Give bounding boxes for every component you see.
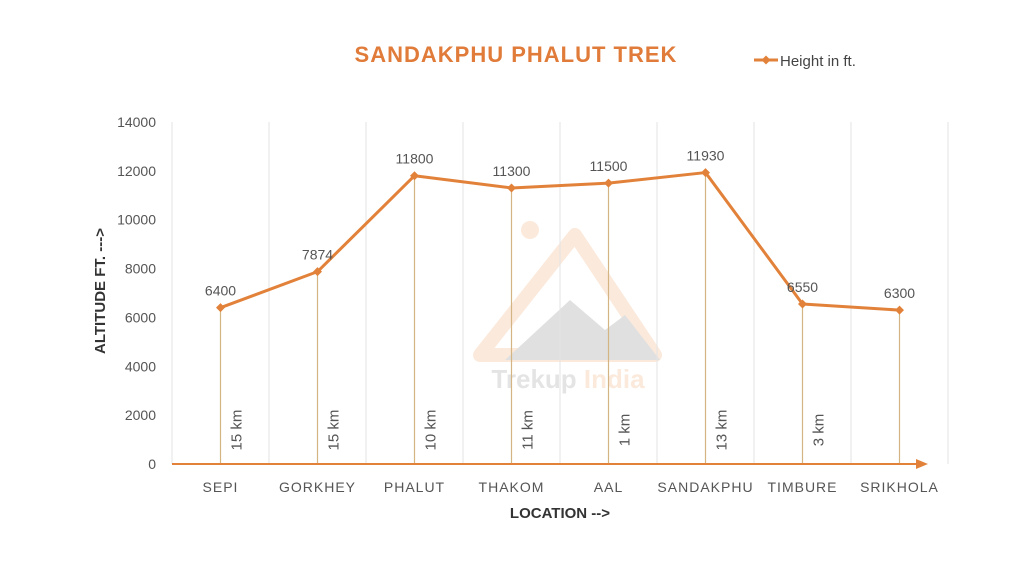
y-axis-title: ALTITUDE FT. --->	[92, 228, 109, 354]
y-tick-label-4: 8000	[125, 261, 156, 277]
x-category-label-6: TIMBURE	[768, 479, 838, 495]
y-tick-label-1: 2000	[125, 407, 156, 423]
data-label-0: 6400	[205, 283, 236, 299]
watermark-logo: Trekup India	[473, 221, 662, 394]
segment-distance-labels: 15 km 15 km 10 km 11 km 1 km 13 km 3 km	[229, 410, 828, 451]
x-axis-categories: SEPI GORKHEY PHALUT THAKOM AAL SANDAKPHU TIMBU…	[203, 479, 939, 495]
segment-distance-2: 10 km	[423, 410, 440, 451]
series-line	[219, 171, 900, 312]
x-category-label-2: PHALUT	[384, 479, 445, 495]
data-point-6	[798, 299, 807, 309]
data-point-7	[895, 305, 904, 315]
x-axis	[172, 459, 928, 469]
data-label-3: 11300	[493, 163, 531, 179]
x-category-label-7: SRIKHOLA	[860, 479, 939, 495]
x-axis-title: LOCATION -->	[510, 505, 610, 522]
x-category-label-0: SEPI	[203, 479, 239, 495]
segment-distance-6: 3 km	[811, 414, 828, 447]
data-label-5: 11930	[687, 148, 725, 164]
data-point-3	[507, 183, 516, 193]
x-category-label-5: SANDAKPHU	[657, 479, 753, 495]
y-tick-label-6: 12000	[117, 163, 156, 179]
data-point-4	[604, 178, 613, 188]
y-tick-label-5: 10000	[117, 212, 156, 228]
y-tick-label-0: 0	[148, 456, 156, 472]
data-label-1: 7874	[302, 247, 333, 263]
x-category-label-4: AAL	[594, 479, 623, 495]
data-point-2	[410, 171, 419, 181]
vertical-drop-lines	[219, 172, 901, 464]
legend: Height in ft.	[754, 53, 856, 70]
data-label-6: 6550	[787, 279, 818, 295]
svg-text:Trekup India: Trekup India	[491, 364, 645, 394]
x-category-label-1: GORKHEY	[279, 479, 356, 495]
chart-title: SANDAKPHU PHALUT TREK	[355, 42, 678, 67]
data-point-5	[701, 168, 710, 178]
data-labels: 6400 7874 11800 11300 11500 11930 6550 6300	[205, 148, 915, 302]
segment-distance-5: 13 km	[714, 410, 731, 451]
x-category-label-3: THAKOM	[479, 479, 545, 495]
data-point-0	[216, 303, 225, 313]
legend-label: Height in ft.	[780, 53, 856, 70]
data-label-4: 11500	[590, 158, 628, 174]
y-tick-label-3: 6000	[125, 309, 156, 325]
data-label-7: 6300	[884, 285, 915, 301]
data-point-1	[313, 267, 322, 277]
data-label-2: 11800	[396, 151, 434, 167]
y-tick-label-7: 14000	[117, 114, 156, 130]
segment-distance-3: 11 km	[520, 410, 537, 450]
gridlines	[171, 122, 949, 464]
segment-distance-1: 15 km	[326, 410, 343, 451]
segment-distance-0: 15 km	[229, 410, 246, 451]
series-height	[216, 168, 904, 315]
legend-marker	[761, 55, 771, 65]
segment-distance-4: 1 km	[617, 414, 634, 447]
y-axis-ticks: 0 2000 4000 6000 8000 10000 12000 14000	[117, 114, 156, 472]
x-axis-arrow	[916, 459, 928, 469]
y-tick-label-2: 4000	[125, 358, 156, 374]
